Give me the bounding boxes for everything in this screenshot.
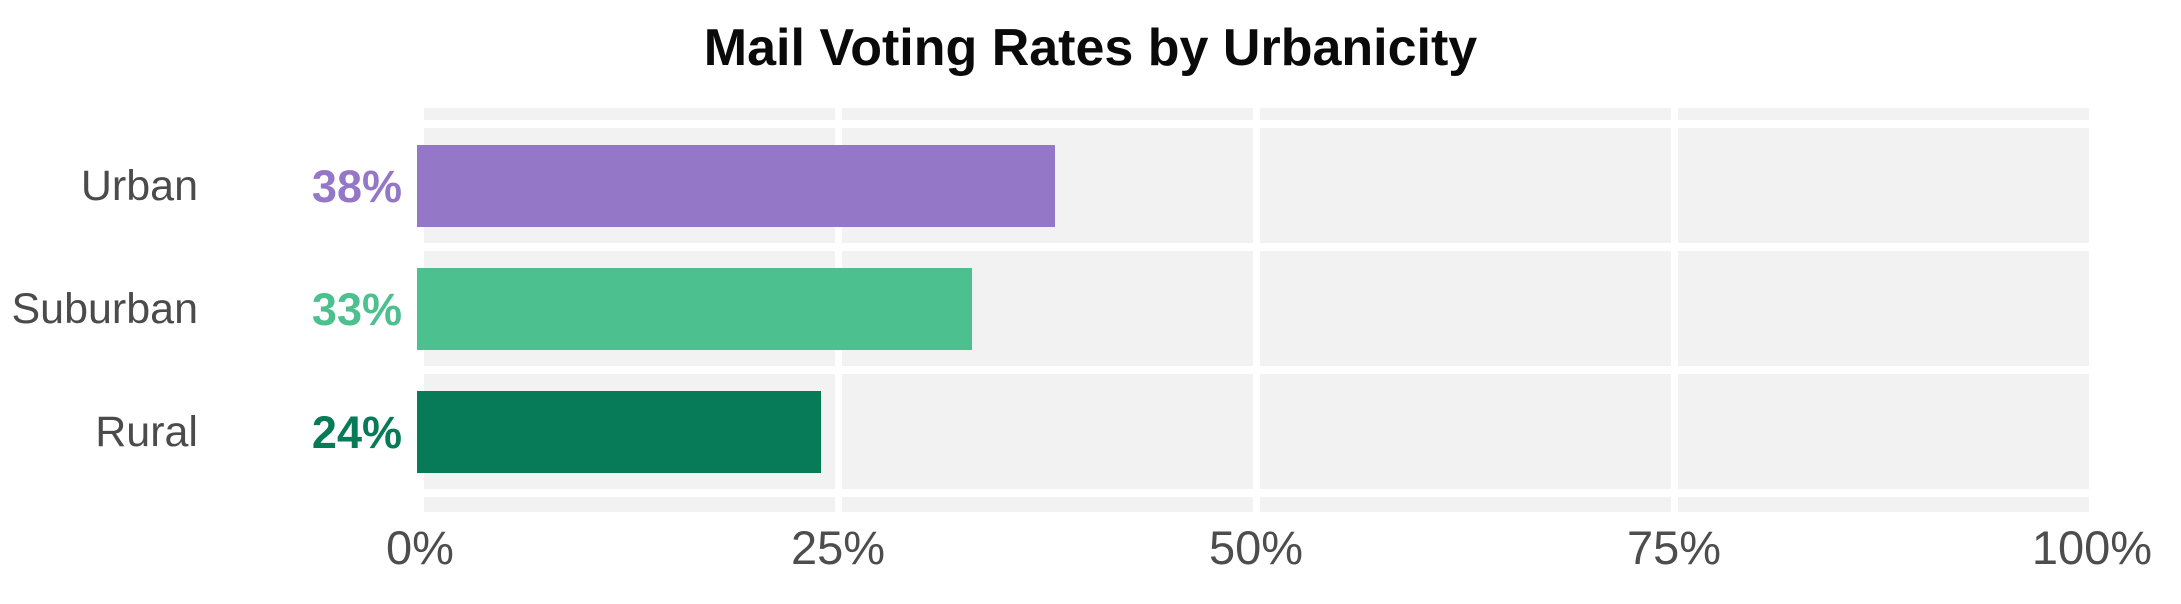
- x-axis-tick-label: 100%: [2031, 521, 2153, 574]
- category-label-urban: Urban: [80, 162, 198, 210]
- bar-suburban: [417, 268, 972, 350]
- gridline-50%: [1252, 108, 1260, 512]
- bar-urban: [417, 145, 1056, 227]
- bar-rural: [417, 391, 822, 473]
- x-axis-tick-label: 0%: [386, 521, 454, 574]
- x-axis-tick-label: 25%: [790, 521, 886, 574]
- gridline-100%: [2088, 108, 2096, 512]
- value-label-suburban: 33%: [311, 284, 402, 335]
- x-axis-tick-label: 50%: [1208, 521, 1304, 574]
- category-label-rural: Rural: [95, 408, 198, 456]
- x-axis-tick-label: 75%: [1626, 521, 1722, 574]
- category-label-suburban: Suburban: [11, 285, 199, 333]
- gridline-75%: [1670, 108, 1678, 512]
- value-label-urban: 38%: [311, 161, 402, 212]
- chart-title: Mail Voting Rates by Urbanicity: [703, 19, 1478, 77]
- plot-area: [416, 108, 2096, 512]
- value-label-rural: 24%: [311, 407, 402, 458]
